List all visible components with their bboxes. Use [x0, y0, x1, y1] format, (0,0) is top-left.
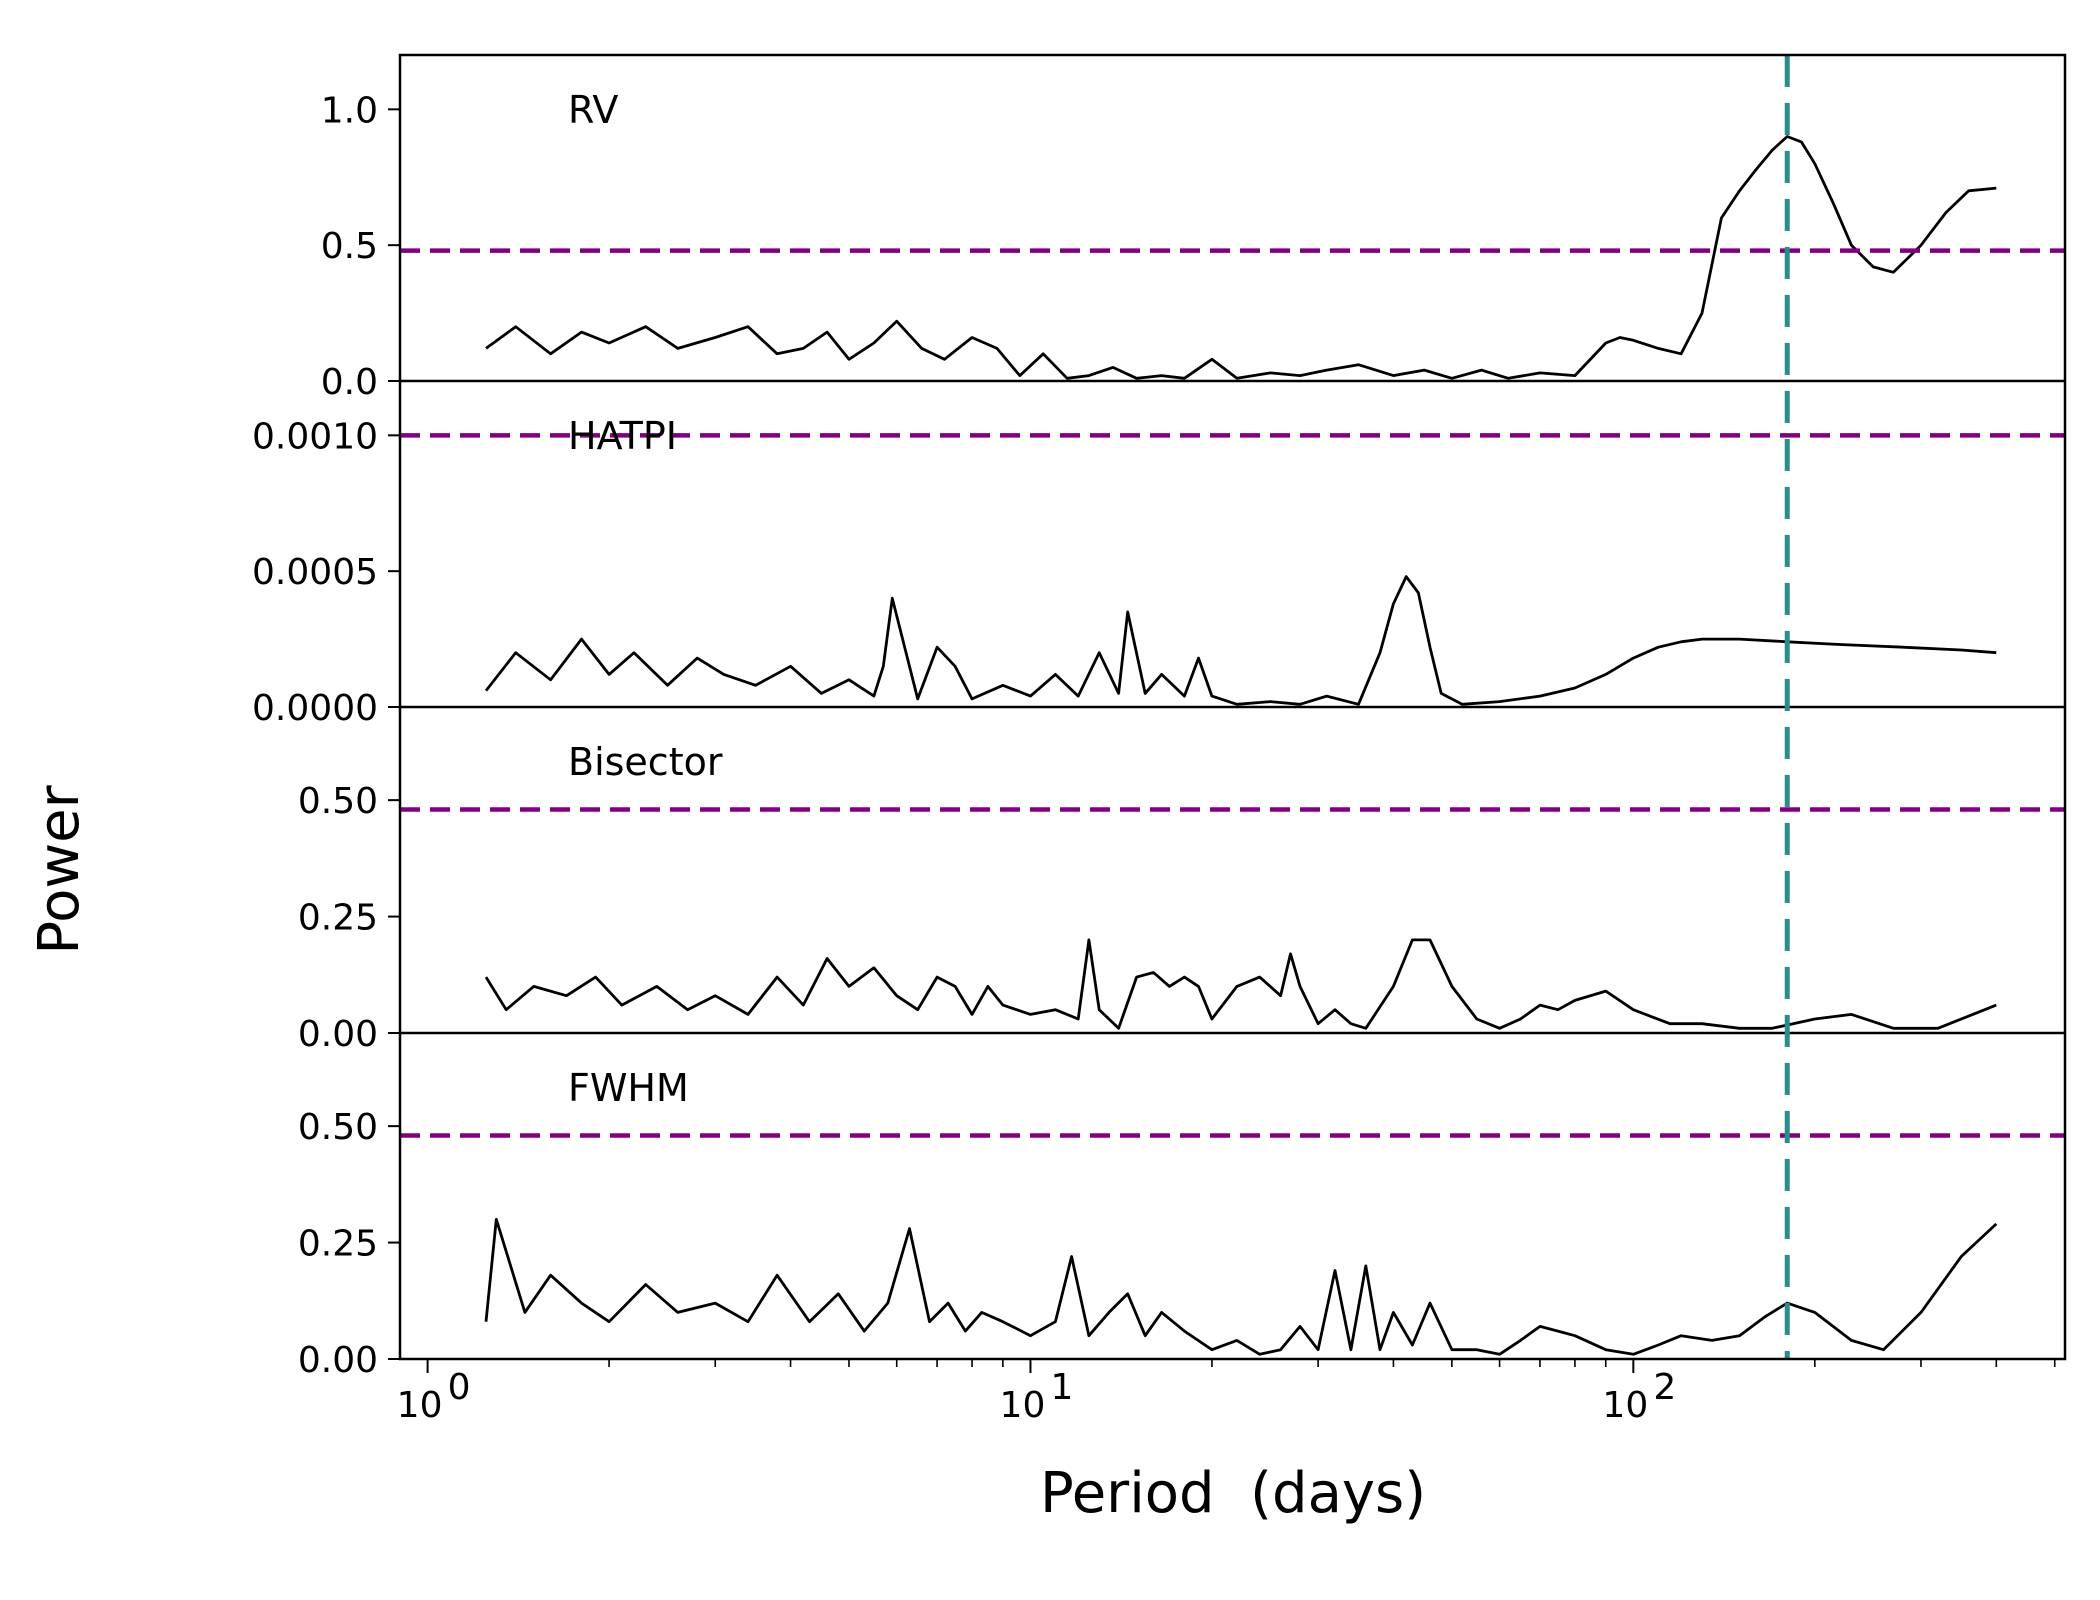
- y-tick-label: 0.00: [298, 1340, 378, 1381]
- periodogram-line: [484, 938, 1997, 1030]
- panel-rv: 0.0 0.5 1.0 RV: [321, 88, 2065, 403]
- x-tick-label: 10: [397, 1385, 443, 1426]
- y-axis-title: Power: [27, 784, 92, 954]
- periodogram-line: [484, 575, 1997, 706]
- y-tick-label: 0.50: [298, 781, 378, 822]
- panel-fwhm: 0.00 0.25 0.50 FWHM: [298, 1031, 2065, 1381]
- y-tick-label: 0.00: [298, 1014, 378, 1055]
- x-tick-exponent: 0: [448, 1367, 471, 1408]
- plot-frame: [398, 53, 2067, 1361]
- panel-label: FWHM: [568, 1066, 689, 1110]
- x-tick-label: 10: [1000, 1385, 1046, 1426]
- periodogram-line: [484, 1217, 1998, 1356]
- y-tick-label: 0.0000: [252, 688, 378, 729]
- panel-label: RV: [568, 88, 618, 132]
- y-tick-label: 0.0005: [252, 552, 378, 593]
- y-tick-label: 0.25: [298, 898, 378, 939]
- y-tick-label: 0.0: [321, 362, 378, 403]
- panel-hatpi: 0.0000 0.0005 0.0010 HATPI: [252, 379, 2065, 729]
- y-tick-label: 0.50: [298, 1107, 378, 1148]
- x-axis-title: Period (days): [1040, 1461, 1426, 1526]
- periodogram-line: [485, 135, 1997, 380]
- y-tick-label: 1.0: [321, 90, 378, 131]
- x-tick-exponent: 1: [1050, 1367, 1073, 1408]
- panel-label: HATPI: [568, 414, 677, 458]
- x-tick-exponent: 2: [1653, 1367, 1676, 1408]
- y-tick-label: 0.25: [298, 1224, 378, 1265]
- y-tick-label: 0.5: [321, 226, 378, 267]
- x-tick-label: 10: [1602, 1385, 1648, 1426]
- y-tick-label: 0.0010: [252, 416, 378, 457]
- panel-label: Bisector: [568, 740, 723, 784]
- panel-bisector: 0.00 0.25 0.50 Bisector: [298, 705, 2065, 1055]
